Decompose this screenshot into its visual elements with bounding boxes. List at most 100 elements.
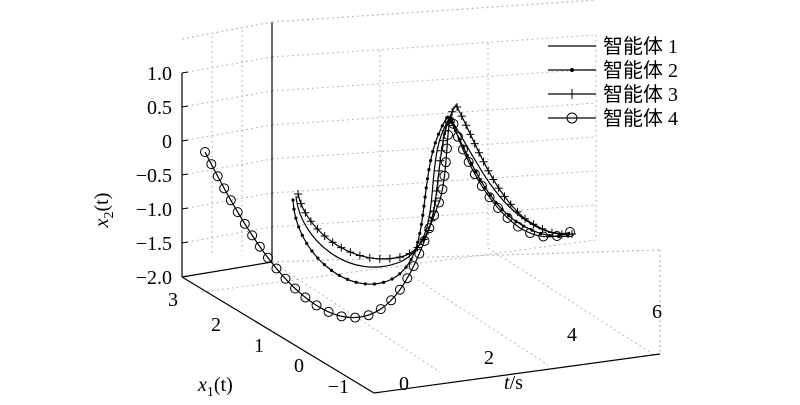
t-tick-label: 0 [399, 373, 409, 395]
series-marker [434, 166, 443, 175]
z-tick-mark [181, 241, 189, 244]
x-tick-label: −1 [328, 376, 349, 398]
series-marker [500, 192, 509, 201]
series-marker [296, 199, 305, 208]
series-marker [476, 180, 487, 191]
legend-label: 智能体 1 [603, 35, 678, 58]
series-marker [404, 265, 408, 269]
series-marker [363, 282, 367, 286]
series-marker [405, 249, 414, 258]
series-marker [441, 143, 452, 154]
series-marker [440, 124, 444, 128]
series-marker [398, 272, 402, 276]
series-marker [440, 157, 451, 168]
series-marker [365, 253, 374, 262]
series-marker [489, 175, 498, 184]
series-marker [310, 249, 314, 253]
series-marker [416, 240, 420, 244]
x-tick-label: 3 [168, 289, 178, 311]
series-line-4 [204, 113, 571, 319]
series-marker [458, 144, 469, 155]
series-marker [355, 251, 364, 260]
series-marker [386, 295, 397, 306]
series-marker [354, 280, 358, 284]
series-marker [424, 223, 435, 234]
z-tick-mark [181, 173, 189, 176]
series-marker [290, 283, 301, 294]
series-marker [328, 238, 337, 247]
series-marker [300, 292, 311, 303]
x-tick-label: 0 [294, 355, 304, 377]
legend-marker [567, 89, 577, 99]
series-marker [513, 221, 524, 232]
series-marker [329, 268, 334, 272]
series-marker [494, 184, 503, 193]
series-marker [469, 169, 480, 180]
series-marker [506, 200, 515, 209]
z-tick-label: −1.0 [136, 199, 172, 221]
t-tick-label: 4 [567, 324, 577, 346]
series-marker [478, 178, 482, 182]
series-marker [433, 176, 442, 185]
series-marker [385, 254, 394, 263]
series-marker [439, 170, 450, 181]
z-tick-marks [181, 71, 189, 278]
x-tick-label: 1 [254, 335, 264, 357]
z-tick-mark [181, 105, 189, 108]
z-tick-mark [181, 139, 189, 142]
series-marker [206, 159, 217, 170]
series-marker [513, 207, 522, 216]
series-marker [372, 282, 377, 286]
series-marker [301, 208, 310, 217]
series-marker [320, 232, 329, 241]
series-marker [305, 241, 309, 246]
series-marker [419, 222, 424, 226]
series-marker [422, 204, 426, 208]
series-marker [381, 280, 386, 284]
series-marker [394, 284, 405, 295]
series-marker [521, 214, 530, 223]
series-marker [311, 300, 322, 311]
series-layer [200, 103, 576, 323]
series-marker [439, 136, 448, 145]
series-marker [484, 166, 493, 175]
series-marker [271, 263, 282, 274]
series-marker [350, 312, 361, 323]
series-marker [538, 231, 549, 242]
series-marker [436, 132, 441, 136]
series-marker [225, 195, 236, 206]
series-marker [431, 197, 440, 206]
series-marker [414, 248, 425, 259]
legend-label: 智能体 3 [603, 83, 678, 106]
z-tick-label: 1.0 [147, 63, 172, 85]
series-marker [375, 254, 384, 263]
legend-marker [566, 112, 578, 124]
series-marker [200, 147, 210, 157]
series-marker [479, 157, 488, 166]
t-tick-labels: 0 2 4 6 [399, 301, 662, 395]
series-marker [424, 186, 428, 190]
series-marker [346, 248, 355, 257]
series-marker [300, 233, 304, 237]
series-marker [457, 112, 466, 121]
series-marker [463, 156, 474, 167]
series-marker [453, 103, 462, 112]
series-marker [429, 210, 440, 221]
series-marker [413, 243, 422, 252]
series-marker [466, 130, 475, 139]
x-tick-labels: 3 2 1 0 −1 [168, 289, 349, 398]
series-marker [484, 192, 495, 203]
series-marker [402, 273, 413, 284]
series-marker [522, 224, 526, 228]
series-marker [292, 207, 296, 211]
series-marker [294, 190, 302, 198]
series-marker [363, 310, 374, 321]
series-marker [323, 306, 334, 317]
series-marker [474, 170, 478, 174]
series-marker [395, 253, 404, 262]
series-marker [475, 148, 484, 157]
grid-walls [181, 30, 657, 373]
series-marker [493, 202, 504, 213]
z-tick-labels: 1.0 0.5 0 −0.5 −1.0 −1.5 −2.0 [136, 63, 172, 289]
